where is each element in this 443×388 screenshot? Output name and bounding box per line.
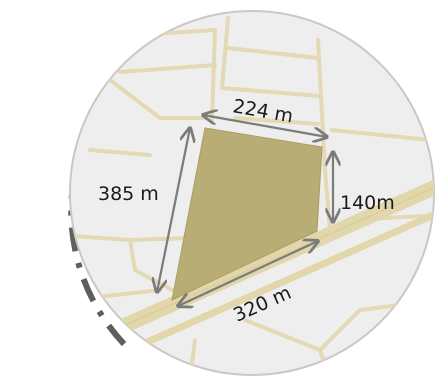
bottom-dimension-arrow xyxy=(178,241,318,306)
road-line xyxy=(88,148,152,157)
top-dimension-arrow xyxy=(203,115,327,137)
dimension-arrows xyxy=(157,115,333,306)
road-line xyxy=(330,128,432,142)
left-dimension-label: 385 m xyxy=(98,183,159,205)
road-line xyxy=(118,63,217,74)
road-line xyxy=(220,16,230,90)
road-line xyxy=(220,86,322,98)
road-line xyxy=(226,46,320,60)
road-line xyxy=(108,78,207,120)
right-dimension-label: 140m xyxy=(340,192,395,214)
left-dimension-arrow xyxy=(157,128,190,292)
road-line xyxy=(210,28,217,122)
